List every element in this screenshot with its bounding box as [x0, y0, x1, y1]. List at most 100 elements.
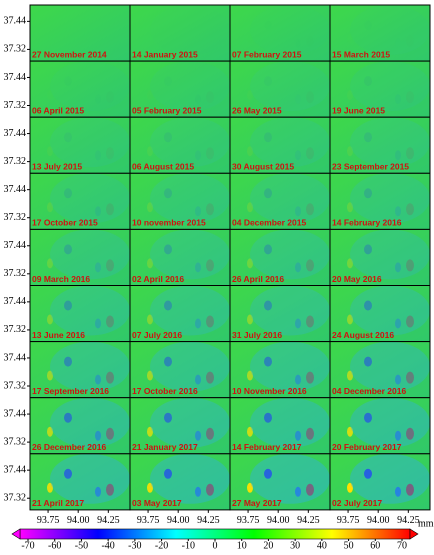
- map-panel: [230, 341, 330, 398]
- blob: [364, 468, 372, 479]
- wash: [250, 61, 330, 112]
- wash: [50, 229, 130, 280]
- blob: [106, 315, 114, 328]
- panel-label: 10 november 2015: [132, 218, 206, 228]
- colorbar-tick-label: -40: [101, 540, 114, 550]
- colorbar-unit: mm: [418, 518, 434, 529]
- y-tick-label: 37.44: [4, 128, 27, 139]
- blob: [47, 146, 53, 157]
- map-panel: [30, 397, 130, 454]
- blob: [295, 374, 301, 385]
- wash: [150, 61, 230, 112]
- x-tick-label: 94.25: [297, 515, 320, 526]
- y-tick-label: 37.44: [4, 16, 27, 27]
- wash: [350, 5, 430, 55]
- y-tick-label: 37.44: [4, 464, 27, 475]
- map-panel: [330, 453, 430, 510]
- blob: [247, 426, 253, 437]
- map-panel: [130, 397, 230, 454]
- panel-label: 17 October 2016: [132, 386, 198, 396]
- blob: [206, 259, 214, 272]
- panel-label: 13 July 2015: [32, 162, 82, 172]
- blob: [195, 374, 201, 385]
- blob: [195, 206, 201, 217]
- x-tick-label: 94.00: [67, 515, 90, 526]
- map-panel: [330, 285, 430, 342]
- wash: [350, 173, 430, 224]
- colorbar-tick-label: 30: [290, 540, 300, 550]
- panel-label: 02 July 2017: [332, 498, 382, 508]
- y-tick-label: 37.44: [4, 72, 27, 83]
- wash: [150, 285, 230, 336]
- y-tick-label: 37.32: [4, 436, 27, 447]
- panel-label: 20 May 2016: [332, 274, 382, 284]
- y-tick-label: 37.32: [4, 268, 27, 279]
- blob: [47, 314, 53, 325]
- blob: [206, 203, 214, 216]
- blob: [406, 147, 414, 160]
- map-panel: [30, 453, 130, 510]
- colorbar-tick-label: 10: [237, 540, 247, 550]
- blob: [347, 146, 353, 157]
- colorbar-tick-label: -50: [75, 540, 88, 550]
- blob: [164, 300, 172, 311]
- panel-label: 17 October 2015: [32, 218, 98, 228]
- panel-label: 26 April 2016: [232, 274, 284, 284]
- y-tick-label: 37.32: [4, 100, 27, 111]
- map-panel: [230, 5, 330, 62]
- panel-label: 21 April 2017: [32, 498, 84, 508]
- blob: [164, 468, 172, 479]
- map-panel: [230, 285, 330, 342]
- blob: [395, 374, 401, 385]
- blob: [164, 244, 172, 255]
- blob: [306, 427, 314, 440]
- x-tick-label: 94.00: [267, 515, 290, 526]
- blob: [95, 318, 101, 329]
- panel-label: 14 January 2015: [132, 49, 198, 59]
- blob: [95, 430, 101, 441]
- y-tick-label: 37.44: [4, 408, 27, 419]
- panel-label: 14 February 2016: [332, 218, 402, 228]
- blob: [195, 262, 201, 273]
- panel-label: 26 December 2016: [32, 442, 106, 452]
- blob: [106, 427, 114, 440]
- blob: [195, 150, 201, 161]
- blob: [95, 486, 101, 497]
- colorbar-tick-label: 60: [370, 540, 380, 550]
- blob: [47, 370, 53, 381]
- y-tick-label: 37.44: [4, 184, 27, 195]
- x-tick-label: 94.00: [367, 515, 390, 526]
- y-tick-label: 37.32: [4, 324, 27, 335]
- colorbar-tick-label: -20: [155, 540, 168, 550]
- panel-label: 13 June 2016: [32, 330, 85, 340]
- blob: [406, 315, 414, 328]
- blob: [106, 147, 114, 160]
- wash: [50, 61, 130, 112]
- blob: [164, 188, 172, 199]
- wash: [350, 285, 430, 336]
- panel-label: 27 May 2017: [232, 498, 282, 508]
- map-panel: [130, 229, 230, 286]
- wash: [50, 341, 130, 392]
- wash: [250, 229, 330, 280]
- blob: [264, 244, 272, 255]
- blob: [306, 371, 314, 384]
- panel-label: 09 March 2016: [32, 274, 90, 284]
- panel-label: 04 December 2015: [232, 218, 306, 228]
- colorbar-tick-label: 40: [317, 540, 327, 550]
- panel-label: 07 February 2015: [232, 49, 302, 59]
- blob: [364, 76, 372, 87]
- map-panel: [230, 61, 330, 118]
- blob: [347, 90, 353, 101]
- blob: [206, 371, 214, 384]
- map-panel: [30, 229, 130, 286]
- blob: [395, 94, 401, 105]
- x-tick-label: 94.25: [197, 515, 220, 526]
- x-tick-label: 93.75: [337, 515, 360, 526]
- blob: [106, 371, 114, 384]
- map-panel: [130, 173, 230, 230]
- panel-label: 30 August 2015: [232, 162, 294, 172]
- blob: [295, 150, 301, 161]
- wash: [250, 285, 330, 336]
- map-panel: [130, 117, 230, 174]
